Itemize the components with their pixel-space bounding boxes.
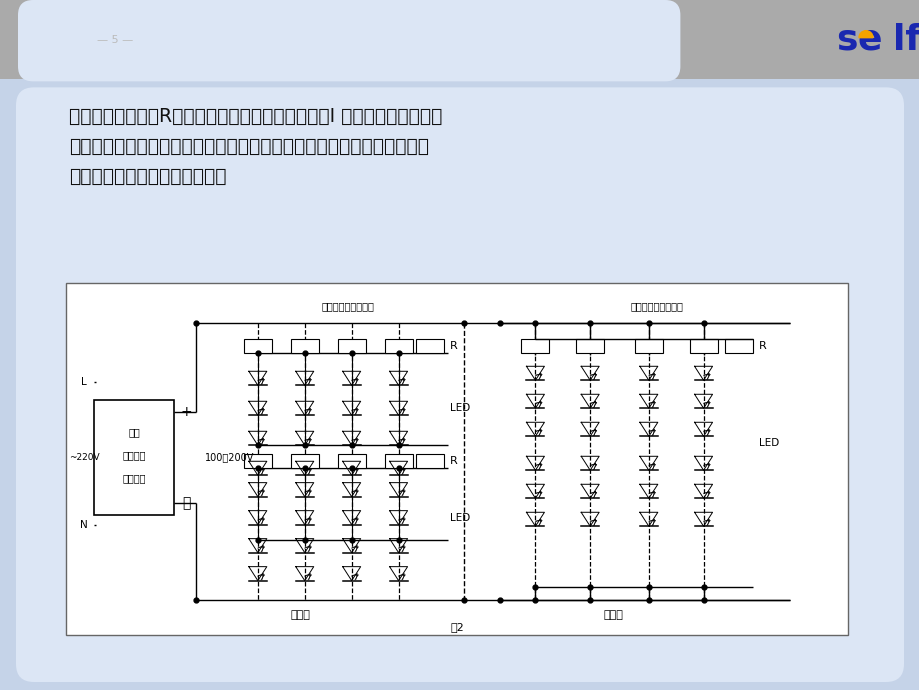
Bar	[724, 339, 752, 353]
Text: e: e	[857, 23, 881, 57]
Text: ~220V: ~220V	[69, 453, 99, 462]
Bar	[290, 339, 318, 353]
Text: 设计出的电路，性能没有保证。: 设计出的电路，性能没有保证。	[69, 167, 226, 186]
Text: N: N	[80, 520, 88, 530]
Bar	[244, 453, 271, 468]
Text: 稳压电源: 稳压电源	[122, 473, 146, 483]
Text: （左）: （左）	[290, 611, 311, 620]
Text: — 5 —: — 5 —	[96, 34, 133, 45]
Bar	[634, 339, 662, 353]
Text: R: R	[758, 342, 766, 351]
Bar	[521, 339, 549, 353]
Text: R: R	[449, 342, 457, 351]
Bar	[337, 339, 365, 353]
Bar	[689, 339, 717, 353]
Text: 简易: 简易	[129, 427, 140, 437]
FancyBboxPatch shape	[18, 0, 680, 81]
Wedge shape	[858, 30, 872, 38]
Text: 串并接法（不推荐）: 串并接法（不推荐）	[630, 301, 682, 310]
Text: 串并串接法（推荐）: 串并串接法（推荐）	[321, 301, 374, 310]
Text: s: s	[835, 23, 857, 57]
Bar	[66, 283, 847, 635]
Text: L: L	[81, 377, 87, 387]
Text: LED: LED	[449, 403, 470, 413]
Text: lf: lf	[892, 23, 919, 57]
Bar	[415, 453, 443, 468]
Bar	[384, 339, 412, 353]
Text: 按此公式计算出的R値仅满足了一个条件：工作电流I 。而对驱动电路另两: 按此公式计算出的R値仅满足了一个条件：工作电流I 。而对驱动电路另两	[69, 107, 442, 126]
Text: 直流高唸: 直流高唸	[122, 450, 146, 460]
Text: （右）: （右）	[603, 611, 623, 620]
Bar	[337, 453, 365, 468]
Text: LED: LED	[758, 438, 778, 449]
Bar	[415, 339, 443, 353]
Bar	[384, 453, 412, 468]
FancyBboxPatch shape	[16, 88, 903, 682]
Text: LED: LED	[449, 513, 470, 522]
Bar	[94, 400, 174, 515]
Text: +: +	[180, 405, 192, 419]
Bar	[244, 339, 271, 353]
Text: －: －	[182, 496, 190, 510]
Text: 100－200V: 100－200V	[204, 453, 254, 462]
Text: 个重要的性能指标：电流稳定度和用电效率，则全然没有顾及。因此用它: 个重要的性能指标：电流稳定度和用电效率，则全然没有顾及。因此用它	[69, 137, 428, 156]
Text: R: R	[449, 455, 457, 466]
Text: 图2: 图2	[450, 622, 463, 632]
Bar	[575, 339, 604, 353]
Bar	[290, 453, 318, 468]
Bar	[0, 0, 919, 79]
